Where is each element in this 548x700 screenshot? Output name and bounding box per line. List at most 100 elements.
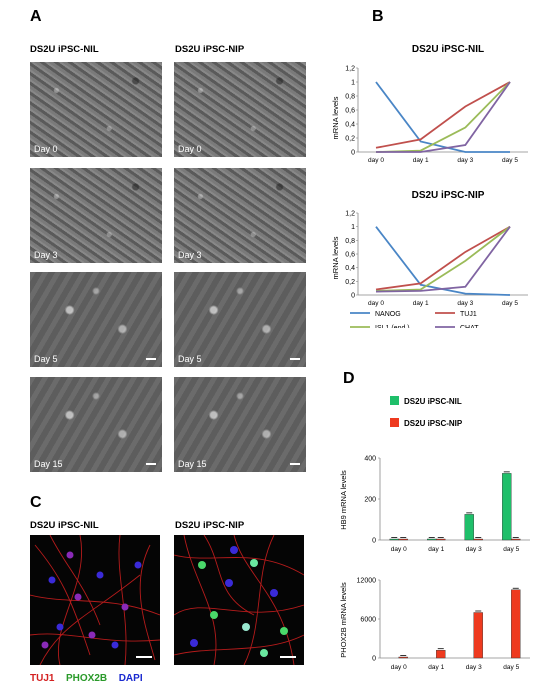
day-label: Day 0 bbox=[34, 144, 58, 154]
scale-bar bbox=[290, 358, 300, 360]
panel-d-charts: DS2U iPSC-NIL DS2U iPSC-NIP HB9 mRNA leve… bbox=[339, 396, 530, 671]
micrograph-nip-day0: Day 0 bbox=[174, 62, 306, 157]
y-tick-label: 1 bbox=[351, 224, 355, 231]
y-tick-label: 0 bbox=[372, 656, 376, 663]
bar-ds2u-ipsc-nil-day5 bbox=[502, 473, 512, 541]
chart-title-nil: DS2U iPSC-NIL bbox=[412, 44, 484, 55]
bar-ds2u-ipsc-nip-day5 bbox=[511, 589, 521, 659]
x-tick-label: day 1 bbox=[428, 664, 444, 671]
y-tick-label: 0,2 bbox=[345, 279, 355, 286]
scale-bar bbox=[280, 656, 296, 658]
series-line-tuj1 bbox=[375, 81, 511, 149]
legend-swatch bbox=[390, 396, 399, 405]
legend-label: NANOG bbox=[375, 311, 401, 318]
bar-ds2u-ipsc-nip-day0 bbox=[398, 538, 408, 541]
y-tick-label: 0,8 bbox=[345, 238, 355, 245]
legend-label: DS2U iPSC-NIL bbox=[404, 397, 462, 406]
micrograph-nil-day0: Day 0 bbox=[30, 62, 162, 157]
x-tick-label: day 1 bbox=[428, 546, 444, 553]
y-tick-labels: 0 0,2 0,4 0,6 0,8 1 1,2 bbox=[345, 66, 358, 157]
panel-letter-b: B bbox=[372, 8, 384, 25]
y-axis-label: mRNA levels bbox=[331, 236, 340, 279]
y-axis-label: PHOX2B mRNA levels bbox=[339, 582, 348, 658]
x-tick-label: day 3 bbox=[466, 664, 482, 671]
legend-label: CHAT bbox=[460, 325, 479, 328]
y-tick-label: 0 bbox=[372, 538, 376, 545]
day-label: Day 3 bbox=[178, 250, 202, 260]
micrograph-nil-day15: Day 15 bbox=[30, 377, 162, 472]
marker-dapi: DAPI bbox=[118, 673, 143, 684]
x-tick-label: day 0 bbox=[391, 664, 407, 671]
micrograph-nip-day15: Day 15 bbox=[174, 377, 306, 472]
micrograph-nip-day5: Day 5 bbox=[174, 272, 306, 367]
panel-b-charts: DS2U iPSC-NIL mRNA levels 0 0,2 0,4 0,6 0,8 1… bbox=[331, 44, 528, 328]
bar-ds2u-ipsc-nip-day1 bbox=[436, 650, 446, 659]
marker-legend: TUJ1 PHOX2B DAPI bbox=[30, 673, 143, 684]
x-tick-label: day 5 bbox=[503, 546, 519, 553]
bar-ds2u-ipsc-nip-day3 bbox=[473, 538, 483, 541]
y-tick-label: 6000 bbox=[360, 617, 376, 624]
series-line-nanog bbox=[375, 81, 510, 153]
legend-label: ISL1 (end.) bbox=[375, 325, 410, 328]
series-line-tuj1 bbox=[375, 225, 511, 291]
x-tick-label: day 1 bbox=[413, 157, 429, 164]
day-label: Day 15 bbox=[178, 459, 207, 469]
fluorescence-nil bbox=[30, 535, 160, 665]
x-tick-label: day 0 bbox=[368, 300, 384, 307]
bar-ds2u-ipsc-nil-day0 bbox=[389, 538, 399, 541]
scale-bar bbox=[136, 656, 152, 658]
series-line-chat bbox=[376, 81, 511, 153]
bar-ds2u-ipsc-nil-day1 bbox=[427, 538, 437, 541]
chart-title-nip: DS2U iPSC-NIP bbox=[412, 190, 485, 201]
y-tick-label: 0,4 bbox=[345, 265, 355, 272]
panel-c-col-title-left: DS2U iPSC-NIL bbox=[30, 520, 99, 531]
y-axis-label: mRNA levels bbox=[331, 96, 340, 139]
y-tick-label: 0,6 bbox=[345, 252, 355, 259]
panel-a-col-title-left: DS2U iPSC-NIL bbox=[30, 44, 99, 55]
x-tick-label: day 3 bbox=[457, 157, 473, 164]
neuron-staining-nip bbox=[174, 535, 304, 665]
x-tick-labels: day 0 day 1 day 3 day 5 bbox=[391, 664, 520, 671]
x-tick-label: day 0 bbox=[391, 546, 407, 553]
legend-label: DS2U iPSC-NIP bbox=[404, 419, 463, 428]
x-tick-labels: day 0 day 1 day 3 day 5 bbox=[368, 157, 518, 164]
x-tick-label: day 5 bbox=[503, 664, 519, 671]
x-tick-labels: day 0 day 1 day 3 day 5 bbox=[368, 300, 518, 307]
y-axis-label: HB9 mRNA levels bbox=[339, 470, 348, 530]
bar-ds2u-ipsc-nip-day3 bbox=[473, 612, 483, 659]
y-tick-label: 0 bbox=[351, 150, 355, 157]
x-tick-label: day 3 bbox=[457, 300, 473, 307]
y-tick-labels: 0 0,2 0,4 0,6 0,8 1 1,2 bbox=[345, 211, 358, 300]
day-label: Day 0 bbox=[178, 144, 202, 154]
panel-letter-a: A bbox=[30, 8, 42, 25]
x-tick-labels: day 0 day 1 day 3 day 5 bbox=[391, 546, 520, 553]
bar-ds2u-ipsc-nip-day1 bbox=[436, 538, 446, 541]
marker-tuj1: TUJ1 bbox=[30, 673, 55, 684]
x-tick-label: day 5 bbox=[502, 157, 518, 164]
series-line-chat bbox=[375, 226, 511, 293]
series-line-nanog bbox=[375, 226, 511, 296]
y-tick-label: 0 bbox=[351, 293, 355, 300]
day-label: Day 5 bbox=[178, 354, 202, 364]
panel-a-col-title-right: DS2U iPSC-NIP bbox=[175, 44, 245, 55]
fluorescence-nip bbox=[174, 535, 304, 665]
y-tick-label: 400 bbox=[364, 456, 376, 463]
panel-c-col-title-right: DS2U iPSC-NIP bbox=[175, 520, 245, 531]
bar-ds2u-ipsc-nip-day0 bbox=[398, 656, 408, 659]
y-tick-label: 12000 bbox=[357, 578, 377, 585]
day-label: Day 15 bbox=[34, 459, 63, 469]
x-tick-label: day 1 bbox=[413, 300, 429, 307]
y-tick-label: 1,2 bbox=[345, 66, 355, 73]
bar-ds2u-ipsc-nip-day5 bbox=[511, 538, 521, 541]
legend-label: TUJ1 bbox=[460, 311, 477, 318]
y-tick-label: 0,2 bbox=[345, 136, 355, 143]
bar-legend: DS2U iPSC-NIL DS2U iPSC-NIP bbox=[390, 396, 463, 428]
marker-phox2b: PHOX2B bbox=[66, 673, 108, 684]
y-tick-label: 1 bbox=[351, 80, 355, 87]
y-tick-labels: 0 200 400 bbox=[364, 456, 380, 545]
micrograph-nil-day5: Day 5 bbox=[30, 272, 162, 367]
scale-bar bbox=[146, 463, 156, 465]
panel-letter-d: D bbox=[343, 370, 355, 387]
neuron-staining-nil bbox=[30, 535, 160, 665]
x-tick-label: day 5 bbox=[502, 300, 518, 307]
